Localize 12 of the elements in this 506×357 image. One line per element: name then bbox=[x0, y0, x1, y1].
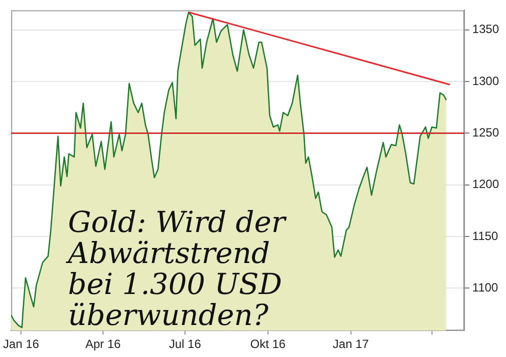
x-tick-label: Jan 16 bbox=[3, 337, 40, 352]
annotation: Gold: Wird der Abwärtstrend bei 1.300 USD überwunden? bbox=[65, 205, 288, 332]
y-tick-label: 1300 bbox=[472, 74, 500, 88]
x-tick-label: Jul 16 bbox=[169, 337, 202, 352]
x-tick-label: Apr 16 bbox=[85, 337, 122, 352]
y-tick-label: 1350 bbox=[472, 22, 500, 36]
y-tick-label: 1200 bbox=[472, 177, 500, 192]
x-tick-label: Okt 16 bbox=[250, 337, 286, 352]
y-tick-label: 1100 bbox=[472, 280, 498, 295]
y-tick-label: 1250 bbox=[472, 126, 500, 140]
x-tick-label: Jan 17 bbox=[332, 337, 370, 352]
y-tick-label: 1150 bbox=[472, 228, 498, 243]
